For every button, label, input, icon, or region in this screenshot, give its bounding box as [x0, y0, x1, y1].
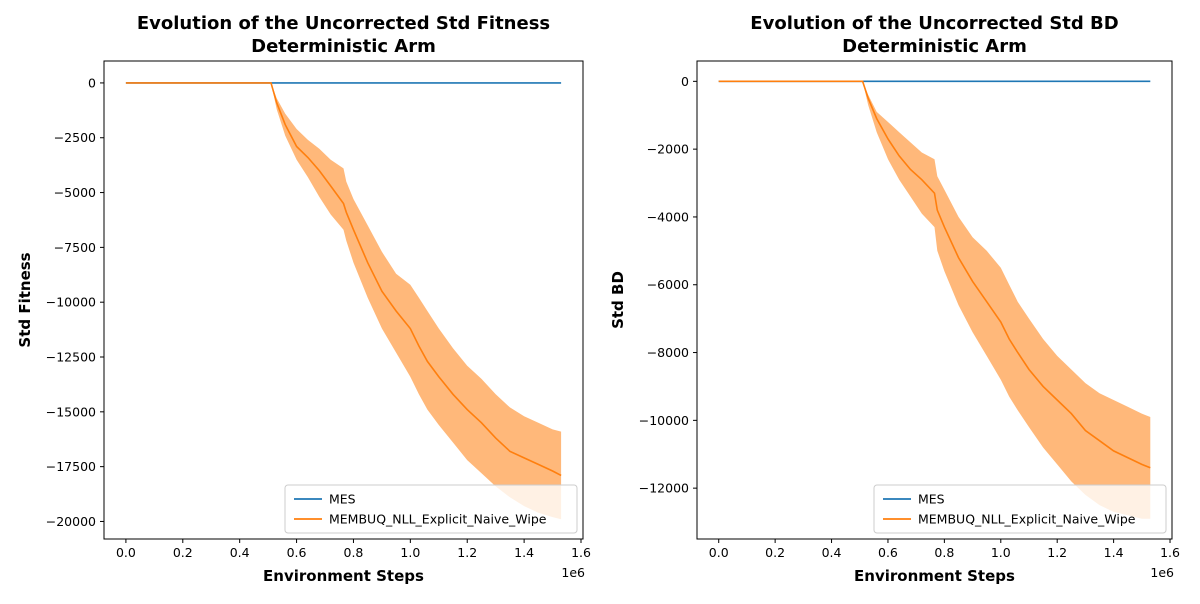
y-tick-label: 0	[88, 75, 96, 90]
x-tick-label: 0.6	[878, 545, 898, 560]
y-tick-label: 0	[681, 74, 689, 89]
plot-frame	[696, 60, 1173, 540]
y-axis-label: Std Fitness	[16, 252, 34, 347]
y-tick-label: −7500	[54, 240, 96, 255]
y-tick-label: −8000	[647, 345, 689, 360]
y-tick-label: −2000	[647, 142, 689, 157]
x-tick-label: 0.4	[822, 545, 842, 560]
chart-title-line-2: Deterministic Arm	[251, 36, 436, 57]
y-tick-label: −4000	[647, 209, 689, 224]
x-tick-label: 0.4	[230, 545, 250, 560]
chart-title-line-1: Evolution of the Uncorrected Std BD	[750, 13, 1118, 34]
x-tick-label: 0.2	[173, 545, 193, 560]
series-line-2	[718, 80, 1151, 469]
y-tick-label: −5000	[54, 185, 96, 200]
y-tick-label: −10000	[46, 295, 96, 310]
chart-panel-2: Evolution of the Uncorrected Std BDDeter…	[609, 13, 1180, 585]
series-line-2	[125, 82, 562, 477]
y-tick-label: −12000	[639, 481, 689, 496]
legend-box	[873, 484, 1167, 534]
legend: MES MEMBUQ_NLL_Explicit_Naive_Wipe	[873, 484, 1167, 534]
legend-label-2: MEMBUQ_NLL_Explicit_Naive_Wipe	[918, 512, 1136, 527]
y-tick-label: −6000	[647, 277, 689, 292]
x-tick-label: 0.2	[765, 545, 785, 560]
x-tick-label: 1.6	[1160, 545, 1180, 560]
y-tick-label: −10000	[639, 413, 689, 428]
y-tick-label: −12500	[46, 350, 96, 365]
series-band-2	[718, 81, 1151, 519]
x-tick-label: 1.2	[1047, 545, 1067, 560]
legend-label-1: MES	[918, 492, 945, 507]
x-tick-label: 1.6	[571, 545, 591, 560]
x-tick-label: 1.4	[514, 545, 534, 560]
x-axis-label: Environment Steps	[263, 567, 424, 585]
y-axis-label: Std BD	[609, 271, 627, 329]
x-tick-label: 1.0	[400, 545, 420, 560]
y-tick-label: −2500	[54, 130, 96, 145]
x-tick-label: 0.8	[934, 545, 954, 560]
series-band-2	[125, 82, 562, 520]
x-axis-label: Environment Steps	[854, 567, 1015, 585]
chart-title-line-2: Deterministic Arm	[842, 36, 1027, 57]
plot-frame	[103, 60, 584, 540]
chart-panel-1: Evolution of the Uncorrected Std Fitness…	[16, 13, 591, 585]
x-scale-label: 1e6	[1150, 565, 1174, 580]
x-tick-label: 0.8	[344, 545, 364, 560]
x-tick-label: 0.0	[709, 545, 729, 560]
legend-label-2: MEMBUQ_NLL_Explicit_Naive_Wipe	[329, 512, 547, 527]
x-scale-label: 1e6	[561, 565, 585, 580]
legend-label-1: MES	[329, 492, 356, 507]
x-tick-label: 1.0	[991, 545, 1011, 560]
x-tick-label: 0.6	[287, 545, 307, 560]
legend-box	[284, 484, 578, 534]
x-tick-label: 1.2	[457, 545, 477, 560]
chart-title-line-1: Evolution of the Uncorrected Std Fitness	[137, 13, 550, 34]
y-tick-label: −17500	[46, 459, 96, 474]
x-tick-label: 0.0	[116, 545, 136, 560]
y-tick-label: −15000	[46, 404, 96, 419]
legend: MES MEMBUQ_NLL_Explicit_Naive_Wipe	[284, 484, 578, 534]
y-tick-label: −20000	[46, 514, 96, 529]
x-tick-label: 1.4	[1104, 545, 1124, 560]
